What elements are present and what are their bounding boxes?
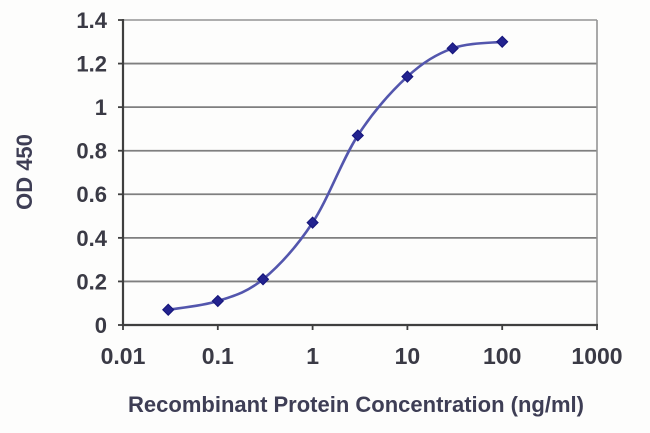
- y-tick-label: 0: [95, 313, 107, 338]
- data-point-marker: [306, 216, 319, 229]
- data-point-marker: [211, 294, 225, 308]
- y-tick-label: 0.6: [76, 182, 107, 207]
- data-point-marker: [495, 35, 509, 48]
- y-tick-label: 1: [95, 95, 107, 120]
- y-axis-title: OD 450: [12, 134, 37, 210]
- x-axis-title: Recombinant Protein Concentration (ng/ml…: [128, 392, 584, 417]
- data-point-marker: [401, 70, 414, 83]
- y-tick-label: 1.2: [76, 51, 107, 76]
- data-point-marker: [162, 303, 175, 316]
- data-point-marker: [351, 129, 365, 142]
- x-tick-label: 100: [483, 343, 521, 369]
- x-tick-label: 1000: [571, 343, 622, 369]
- data-point-marker: [446, 42, 459, 55]
- y-tick-label: 0.4: [76, 226, 107, 251]
- series-curve: [166, 40, 504, 312]
- x-tick-label: 10: [395, 343, 421, 369]
- y-tick-label: 1.4: [76, 8, 107, 33]
- x-tick-label: 0.1: [202, 343, 234, 369]
- x-tick-label: 1: [306, 343, 319, 369]
- y-tick-label: 0.2: [76, 269, 107, 294]
- y-tick-label: 0.8: [76, 139, 107, 164]
- x-tick-label: 0.01: [101, 343, 146, 369]
- data-point-marker: [256, 273, 270, 286]
